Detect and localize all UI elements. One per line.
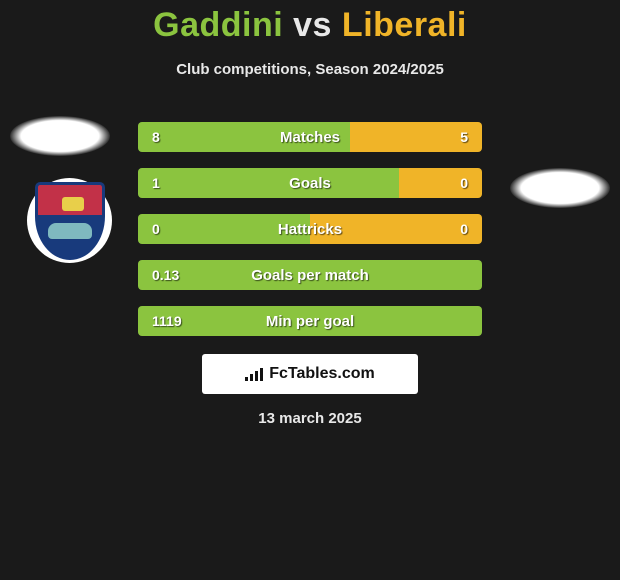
player-right-avatar-wrap	[510, 116, 610, 208]
vs-label: vs	[293, 6, 332, 44]
player-left-name: Gaddini	[153, 6, 283, 44]
stat-row: 0Hattricks0	[138, 214, 482, 244]
comparison-bars: 8Matches51Goals00Hattricks00.13Goals per…	[138, 122, 482, 352]
brand-text: FcTables.com	[269, 365, 375, 383]
stat-right-value: 0	[460, 214, 468, 244]
player-right-name: Liberali	[342, 6, 467, 44]
stat-label: Hattricks	[138, 214, 482, 244]
stat-right-value: 5	[460, 122, 468, 152]
bars-icon	[245, 367, 265, 381]
stat-row: 1119Min per goal	[138, 306, 482, 336]
stat-label: Goals	[138, 168, 482, 198]
stat-row: 1Goals0	[138, 168, 482, 198]
stat-row: 8Matches5	[138, 122, 482, 152]
stat-label: Matches	[138, 122, 482, 152]
brand-badge: FcTables.com	[202, 354, 418, 394]
stat-label: Min per goal	[138, 306, 482, 336]
stat-row: 0.13Goals per match	[138, 260, 482, 290]
avatar-placeholder-icon	[510, 168, 610, 208]
date-label: 13 march 2025	[0, 410, 620, 427]
comparison-title: Gaddini vs Liberali	[0, 0, 620, 45]
stat-right-value: 0	[460, 168, 468, 198]
club-badge-icon	[27, 178, 112, 263]
stat-label: Goals per match	[138, 260, 482, 290]
subtitle: Club competitions, Season 2024/2025	[0, 61, 620, 78]
avatar-placeholder-icon	[10, 116, 110, 156]
player-left-avatar-wrap	[10, 116, 110, 156]
